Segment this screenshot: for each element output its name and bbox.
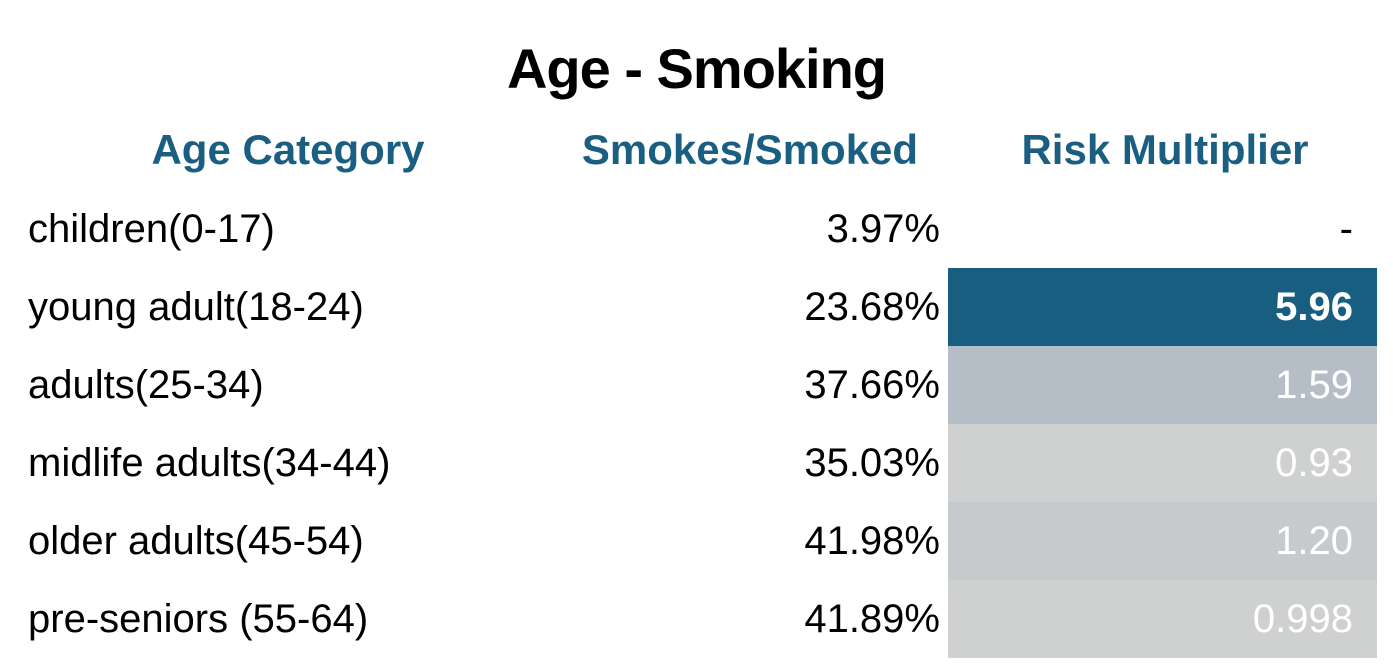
table-row: children(0-17) 3.97% - bbox=[0, 190, 1393, 268]
age-category-cell: midlife adults(34-44) bbox=[28, 441, 391, 485]
smokes-smoked-cell: 35.03% bbox=[804, 441, 940, 485]
risk-multiplier-cell: - bbox=[1339, 207, 1353, 251]
column-header-smokes-smoked: Smokes/Smoked bbox=[581, 126, 919, 173]
smokes-smoked-cell: 41.98% bbox=[804, 519, 940, 563]
table-row: older adults(45-54) 41.98% 1.20 bbox=[0, 502, 1393, 580]
risk-multiplier-cell: 0.998 bbox=[948, 580, 1377, 658]
age-category-cell: adults(25-34) bbox=[28, 363, 264, 407]
age-category-cell: older adults(45-54) bbox=[28, 519, 364, 563]
risk-multiplier-cell: 0.93 bbox=[948, 424, 1377, 502]
table-row: adults(25-34) 37.66% 1.59 bbox=[0, 346, 1393, 424]
column-header-age-category: Age Category bbox=[151, 126, 425, 173]
age-category-cell: pre-seniors (55-64) bbox=[28, 597, 369, 641]
age-category-cell: children(0-17) bbox=[28, 207, 275, 251]
risk-multiplier-cell: 1.59 bbox=[948, 346, 1377, 424]
column-header-risk-multiplier: Risk Multiplier bbox=[1021, 126, 1309, 173]
smokes-smoked-cell: 3.97% bbox=[826, 207, 940, 251]
risk-multiplier-cell: 1.20 bbox=[948, 502, 1377, 580]
table-row: young adult(18-24) 23.68% 5.96 bbox=[0, 268, 1393, 346]
table-title: Age - Smoking bbox=[506, 37, 887, 100]
table-row: midlife adults(34-44) 35.03% 0.93 bbox=[0, 424, 1393, 502]
smokes-smoked-cell: 41.89% bbox=[804, 597, 940, 641]
risk-multiplier-cell: 5.96 bbox=[948, 268, 1377, 346]
age-category-cell: young adult(18-24) bbox=[28, 285, 364, 329]
smokes-smoked-cell: 37.66% bbox=[804, 363, 940, 407]
smokes-smoked-cell: 23.68% bbox=[804, 285, 940, 329]
table-row: pre-seniors (55-64) 41.89% 0.998 bbox=[0, 580, 1393, 658]
